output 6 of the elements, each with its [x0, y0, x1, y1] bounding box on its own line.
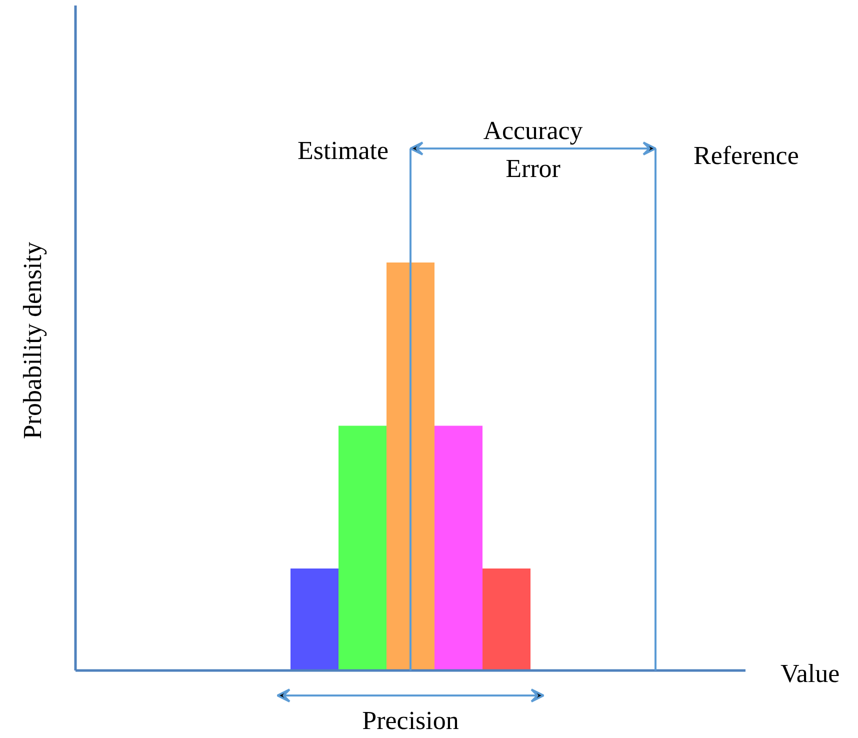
text: Accuracy Error	[483, 116, 583, 183]
text: Probability density	[18, 242, 47, 440]
text: Estimate	[298, 136, 389, 165]
text: Reference	[694, 141, 799, 170]
text: Value	[780, 659, 840, 688]
text: Precision	[362, 706, 459, 735]
